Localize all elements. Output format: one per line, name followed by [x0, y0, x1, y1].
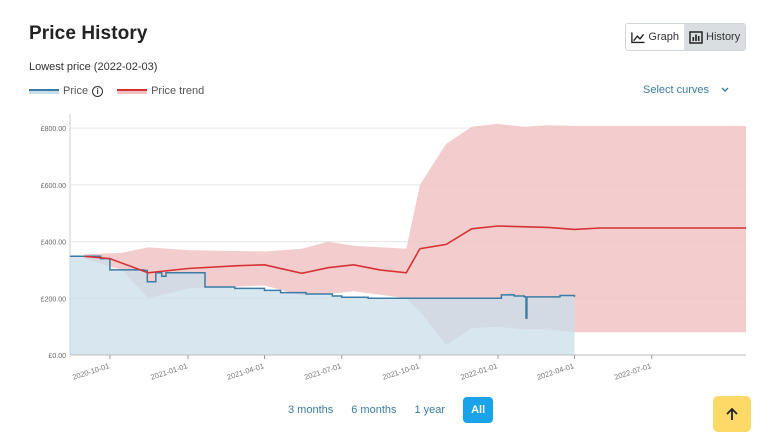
range-selector: 3 months 6 months 1 year All [288, 397, 494, 423]
y-tick-label: £600.00 [41, 183, 66, 190]
x-tick-label: 2021-04-01 [226, 361, 265, 381]
info-icon[interactable]: i [92, 85, 104, 97]
x-tick-label: 2021-10-01 [381, 361, 420, 381]
range-6-months[interactable]: 6 months [351, 404, 397, 416]
x-tick-label: 2022-07-01 [613, 361, 652, 381]
line-chart-icon [631, 32, 645, 43]
y-tick-label: £200.00 [41, 296, 66, 303]
range-1-year[interactable]: 1 year [414, 404, 446, 416]
legend-item-trend[interactable]: Price trend [117, 85, 204, 97]
x-tick-label: 2021-01-01 [149, 361, 188, 381]
x-tick-label: 2022-01-01 [459, 361, 498, 381]
history-tab[interactable]: History [684, 24, 745, 50]
price-swatch [29, 88, 59, 94]
select-curves-label: Select curves [643, 84, 710, 96]
y-tick-label: £400.00 [41, 240, 66, 247]
price-history-chart: £0.00 £200.00 £400.00 £600.00 £800.00 2020-10… [41, 114, 746, 382]
legend-trend-label: Price trend [151, 85, 205, 97]
price-line [70, 255, 576, 319]
range-3-months[interactable]: 3 months [288, 404, 334, 416]
x-tick-label: 2022-04-01 [536, 361, 575, 381]
scroll-to-top-button[interactable] [713, 396, 751, 432]
chart-legend: Price i Price trend [29, 85, 218, 97]
price-area [70, 256, 575, 355]
legend-price-label: Price [63, 85, 89, 97]
select-curves-dropdown[interactable]: Select curves [643, 84, 729, 96]
arrow-up-icon [726, 407, 738, 420]
price-trend-band [84, 123, 746, 346]
range-all[interactable]: All [463, 397, 494, 423]
price-trend-line [84, 225, 746, 275]
page-title: Price History [29, 23, 148, 44]
y-tick-label: £800.00 [41, 126, 66, 133]
legend-item-price[interactable]: Price i [29, 85, 104, 97]
y-tick-label: £0.00 [48, 353, 66, 360]
graph-tab-label: Graph [648, 31, 679, 43]
trend-swatch [117, 88, 148, 94]
bar-chart-icon [689, 30, 703, 44]
graph-tab[interactable]: Graph [626, 24, 684, 50]
x-tick-label: 2020-10-01 [71, 361, 110, 381]
history-tab-label: History [706, 31, 741, 43]
chevron-down-icon [721, 87, 729, 92]
x-tick-label: 2021-07-01 [303, 361, 342, 381]
view-toggle: Graph History [625, 23, 746, 51]
lowest-price-label: Lowest price (2022-02-03) [29, 61, 158, 73]
